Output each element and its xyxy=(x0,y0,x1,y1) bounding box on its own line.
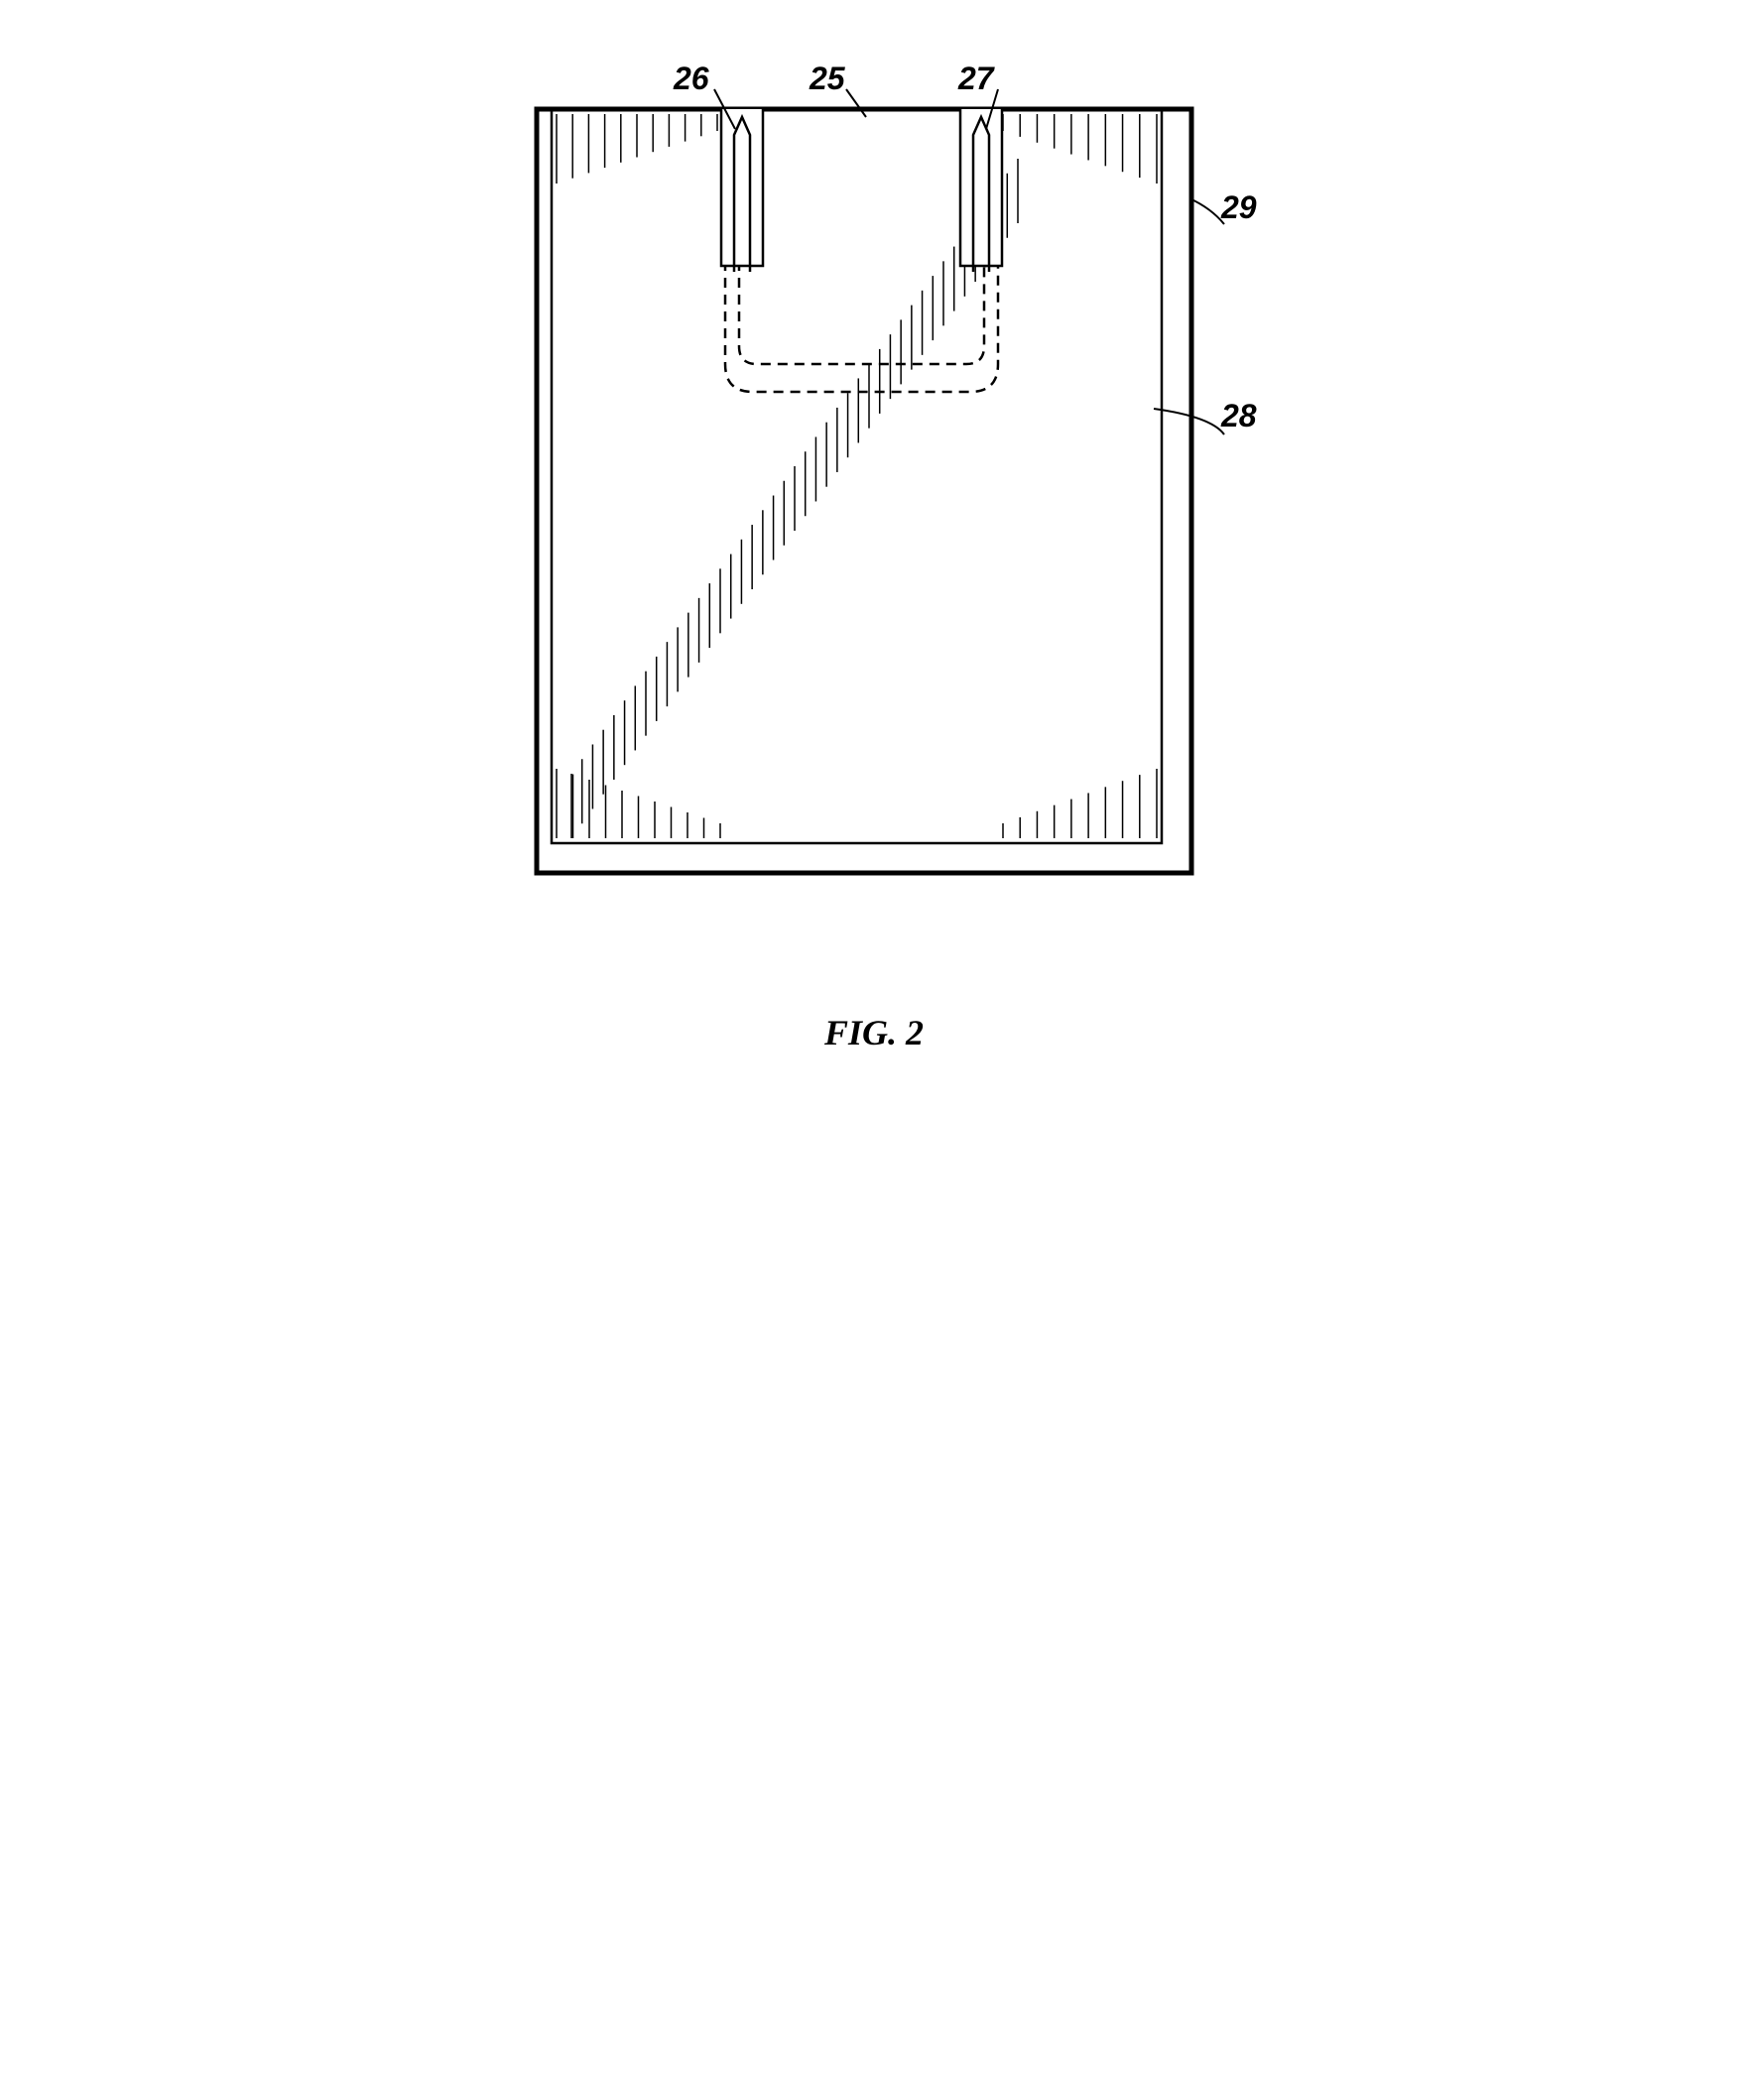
svg-text:28: 28 xyxy=(1220,398,1257,433)
figure-container: 25 26 27 28 29 FIG. 2 xyxy=(437,40,1311,1053)
svg-text:26: 26 xyxy=(673,61,709,96)
svg-text:27: 27 xyxy=(957,61,996,96)
svg-text:29: 29 xyxy=(1220,189,1257,225)
figure-caption: FIG. 2 xyxy=(437,1012,1311,1053)
svg-text:25: 25 xyxy=(809,61,846,96)
patent-drawing: 25 26 27 28 29 xyxy=(437,40,1311,982)
